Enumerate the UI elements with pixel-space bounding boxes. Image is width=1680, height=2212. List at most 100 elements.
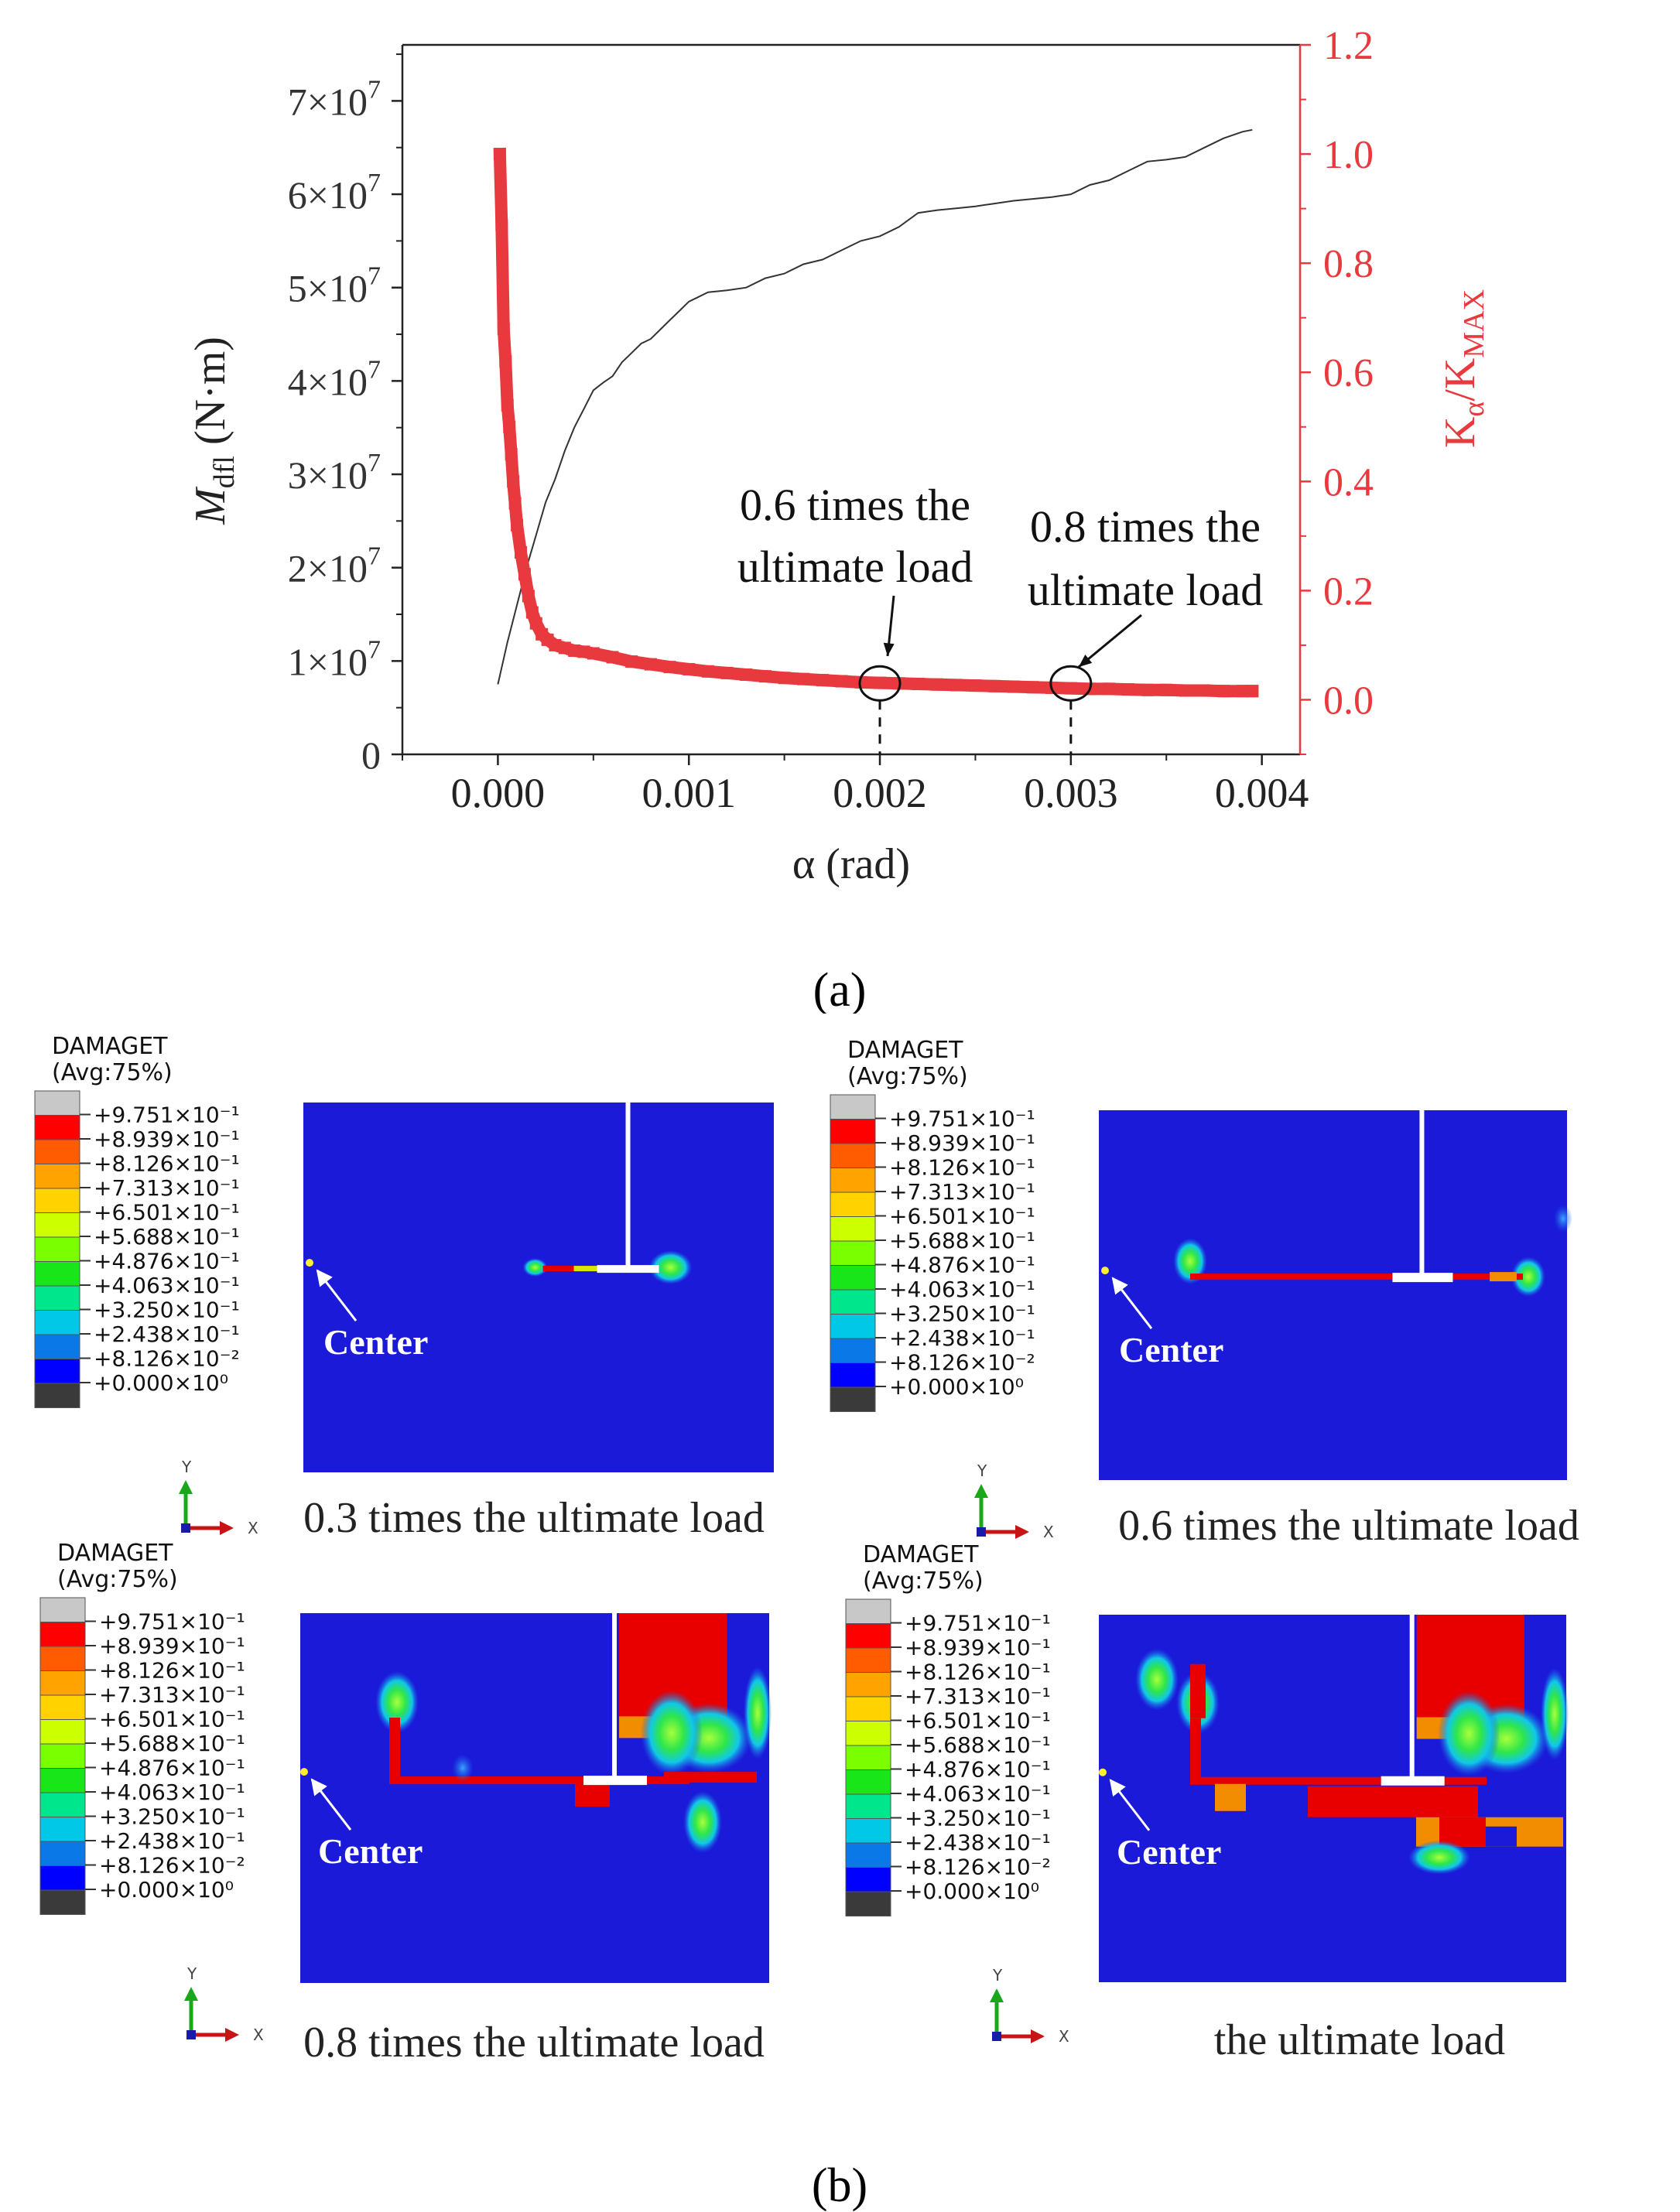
legend-title: DAMAGET — [52, 1033, 168, 1060]
legend-swatch — [845, 1818, 891, 1844]
legend-title: DAMAGET — [863, 1541, 979, 1568]
subplot-caption: 0.8 times the ultimate load — [303, 2019, 765, 2067]
legend-swatch — [39, 1694, 86, 1720]
series-k-point — [568, 644, 581, 657]
contour-plot: Center — [1099, 1110, 1572, 1480]
legend-title: DAMAGET — [57, 1540, 173, 1567]
legend-swatch — [845, 1672, 891, 1697]
legend-colorbar: +9.751×10⁻¹+8.939×10⁻¹+8.126×10⁻¹+7.313×… — [39, 1597, 245, 1915]
legend-value: +7.313×10⁻¹ — [905, 1684, 1051, 1709]
legend-value: +2.438×10⁻¹ — [889, 1325, 1035, 1351]
damage-zone — [683, 1791, 722, 1854]
series-k-point — [1236, 685, 1249, 698]
annotation-arrowhead — [883, 642, 895, 656]
series-k-point — [644, 658, 657, 671]
legend-value: +6.501×10⁻¹ — [99, 1707, 245, 1732]
series-k-point — [1217, 685, 1230, 698]
legend-value: +2.438×10⁻¹ — [99, 1828, 245, 1854]
center-arrow — [1109, 1779, 1151, 1831]
damage-zone — [522, 1258, 548, 1277]
series-k-point — [625, 655, 638, 668]
legend-swatch — [830, 1143, 876, 1168]
series-k-point — [816, 674, 829, 687]
triad-x-label: X — [1043, 1523, 1054, 1541]
series-k-point — [1160, 683, 1173, 696]
series-k-point — [507, 475, 520, 488]
damage-region — [1308, 1786, 1478, 1817]
annotation-arrow-line — [1078, 614, 1142, 668]
legend-value: +0.000×10⁰ — [905, 1879, 1039, 1904]
legend-title: DAMAGET — [847, 1037, 963, 1064]
series-k-point — [758, 670, 772, 683]
legend-swatch — [39, 1865, 86, 1891]
legend-colorbar: +9.751×10⁻¹+8.939×10⁻¹+8.126×10⁻¹+7.313×… — [830, 1094, 1035, 1412]
subplot-caption: 0.6 times the ultimate load — [1118, 1502, 1579, 1550]
legend-subtitle: (Avg:75%) — [52, 1059, 173, 1086]
damage-zone — [648, 1250, 693, 1285]
contour-subplot: DAMAGET(Avg:75%)+9.751×10⁻¹+8.939×10⁻¹+8… — [845, 1541, 1569, 2064]
series-k-point — [931, 678, 944, 691]
center-arrow — [316, 1269, 358, 1322]
legend-subtitle: (Avg:75%) — [57, 1566, 178, 1593]
pile-shaft — [1409, 1615, 1415, 1780]
legend-value: +4.876×10⁻¹ — [905, 1757, 1051, 1783]
series-k-point — [525, 606, 539, 619]
legend-swatch — [34, 1359, 80, 1384]
legend-swatch — [34, 1310, 80, 1335]
legend-swatch — [39, 1889, 86, 1915]
triad-y-label: Y — [181, 1458, 192, 1476]
pile-cap — [597, 1265, 659, 1274]
y-left-tick-label: 1×107 — [288, 635, 381, 683]
legend-value: +4.063×10⁻¹ — [905, 1781, 1051, 1807]
triad-x-arrow — [1015, 1525, 1029, 1539]
series-k-point — [1198, 684, 1211, 697]
series-k-point — [1141, 683, 1154, 696]
legend-subtitle: (Avg:75%) — [863, 1568, 984, 1595]
legend-swatch — [845, 1745, 891, 1770]
legend-swatch — [845, 1721, 891, 1746]
series-k-point — [949, 679, 963, 692]
legend-value: +4.876×10⁻¹ — [99, 1756, 245, 1781]
legend-value: +5.688×10⁻¹ — [99, 1731, 245, 1756]
legend-swatch — [845, 1867, 891, 1892]
y-right-tick-label: 0.4 — [1323, 460, 1374, 504]
damage-region — [1486, 1826, 1517, 1847]
damage-crack — [664, 1772, 757, 1783]
legend-value: +3.250×10⁻¹ — [94, 1297, 240, 1323]
contour-plot: Center — [1099, 1615, 1569, 1982]
legend-swatch — [830, 1314, 876, 1339]
legend-value: +6.501×10⁻¹ — [905, 1708, 1051, 1734]
series-k-point — [740, 668, 753, 682]
triad-y-arrow — [179, 1480, 193, 1494]
legend-value: +8.126×10⁻¹ — [99, 1658, 245, 1684]
series-k-point — [577, 645, 590, 658]
legend-swatch — [34, 1334, 80, 1359]
legend-swatch — [34, 1285, 80, 1311]
contour-subplot: DAMAGET(Avg:75%)+9.751×10⁻¹+8.939×10⁻¹+8… — [34, 1033, 774, 1542]
y-right-axis-label: Kα/KMAX — [1436, 289, 1490, 448]
x-tick-label: 0.003 — [1024, 770, 1118, 816]
series-k-point — [529, 617, 542, 630]
series-k-point — [515, 546, 528, 559]
series-k-point — [549, 638, 562, 651]
center-label: Center — [318, 1831, 423, 1871]
legend-value: +8.939×10⁻¹ — [905, 1635, 1051, 1660]
legend-value: +3.250×10⁻¹ — [905, 1806, 1051, 1831]
y-left-tick-label: 5×107 — [288, 262, 381, 310]
damage-region — [575, 1783, 610, 1807]
x-tick-label: 0.004 — [1215, 770, 1309, 816]
triad-x-label: X — [1059, 2027, 1069, 2046]
annotation-arrowhead — [1079, 655, 1093, 667]
pile-shaft — [612, 1613, 618, 1780]
legend-swatch — [830, 1094, 876, 1120]
series-k-point — [495, 218, 508, 231]
legend-value: +9.751×10⁻¹ — [905, 1611, 1051, 1636]
series-k-point — [501, 398, 514, 412]
series-k-point — [1026, 681, 1039, 694]
triad-origin — [181, 1523, 190, 1533]
y-left-tick-label: 0 — [361, 733, 381, 777]
damage-zone — [1173, 1238, 1207, 1285]
series-k-point — [912, 678, 925, 691]
center-label: Center — [1117, 1832, 1221, 1872]
center-marker — [300, 1768, 308, 1776]
